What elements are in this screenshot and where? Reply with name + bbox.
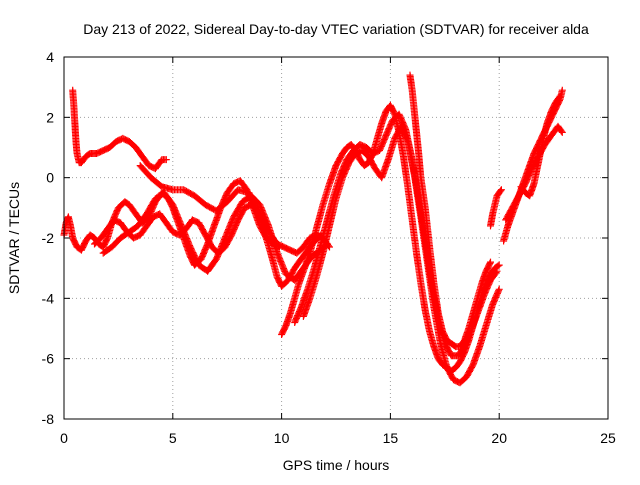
data-point (494, 262, 502, 270)
data-point (497, 187, 505, 195)
y-tick-label: 2 (46, 109, 54, 125)
y-tick-label: 4 (46, 49, 54, 65)
y-tick-label: -4 (42, 290, 55, 306)
data-point (558, 86, 566, 94)
chart-title: Day 213 of 2022, Sidereal Day-to-day VTE… (83, 21, 589, 37)
x-tick-label: 20 (491, 430, 507, 446)
data-point (558, 128, 566, 136)
data-point (495, 261, 503, 269)
y-axis-title: SDTVAR / TECUs (6, 182, 22, 294)
data-series (517, 92, 564, 200)
tick-label-layer: 0 5 10 15 20 25 -8 -6 -4 -2 0 2 4 (42, 49, 616, 446)
data-point (555, 93, 563, 101)
data-point (493, 267, 501, 275)
data-point (495, 285, 503, 293)
data-point (492, 269, 500, 276)
data-point (556, 92, 564, 100)
x-tick-label: 10 (274, 430, 290, 446)
x-tick-label: 0 (60, 430, 68, 446)
data-series (99, 189, 331, 284)
y-tick-label: -6 (42, 351, 55, 367)
x-tick-label: 5 (169, 430, 177, 446)
y-tick-label: -2 (42, 230, 55, 246)
x-tick-label: 25 (600, 430, 616, 446)
data-point (497, 186, 505, 194)
data-point (162, 156, 170, 164)
y-tick-label: -8 (42, 411, 55, 427)
x-tick-label: 15 (383, 430, 399, 446)
y-tick-label: 0 (46, 170, 54, 186)
data-point (557, 127, 565, 135)
data-series (406, 71, 494, 351)
data-layer (60, 71, 566, 387)
data-series (299, 122, 503, 387)
data-point (487, 258, 494, 266)
data-series (136, 162, 325, 290)
data-series (69, 86, 170, 173)
x-axis-title: GPS time / hours (283, 457, 390, 473)
data-series (487, 186, 505, 230)
axis-layer (63, 56, 609, 420)
